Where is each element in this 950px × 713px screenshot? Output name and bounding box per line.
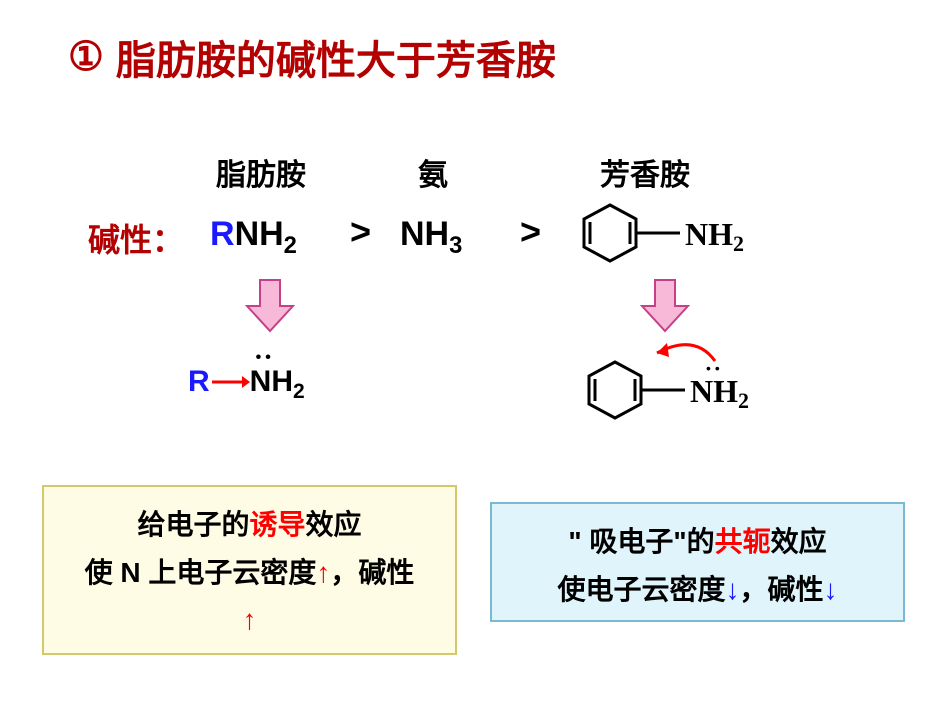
inductive-effect-box: 给电子的诱导效应 使 N 上电子云密度↑，碱性 ↑ xyxy=(42,485,457,655)
rnh2-NH: NH xyxy=(235,215,284,253)
label-ammonia: 氨 xyxy=(418,150,448,194)
basicity-comparison: 碱性： RNH2 > NH3 > NH2 xyxy=(0,205,950,275)
nh3-sub: 3 xyxy=(449,232,462,259)
rnh2-formula: RNH2 xyxy=(210,215,297,260)
label-aromatic: 芳香胺 xyxy=(600,150,690,194)
box-left-line2: 使 N 上电子云密度↑，碱性 xyxy=(60,549,439,597)
lone-pair-dots: •• xyxy=(256,349,275,367)
box-right-line1: " 吸电子"的共轭效应 xyxy=(508,518,887,566)
down-arrow-left-icon xyxy=(245,278,295,333)
inductive-arrow-icon xyxy=(210,371,250,393)
benzene-ring-icon xyxy=(584,205,636,261)
title-number: ① xyxy=(68,34,104,80)
eff-aniline-nh2: NH2 xyxy=(690,373,749,413)
conjugation-effect-structure: •• NH2 xyxy=(575,325,805,435)
rnh2-sub: 2 xyxy=(284,232,297,259)
gt1: > xyxy=(350,211,371,253)
conjugation-effect-box: " 吸电子"的共轭效应 使电子云密度↓，碱性↓ xyxy=(490,502,905,622)
rnh2-R: R xyxy=(210,215,235,253)
title-text: 脂肪胺的碱性大于芳香胺 xyxy=(116,28,556,86)
gt2: > xyxy=(520,211,541,253)
nh3-NH: NH xyxy=(400,215,449,253)
eff-NH2: ••NH2 xyxy=(250,365,305,398)
nh3-formula: NH3 xyxy=(400,215,462,260)
aniline-nh2: NH2 xyxy=(685,216,744,256)
basicity-label: 碱性： xyxy=(88,215,184,261)
inductive-effect-formula: R ••NH2 xyxy=(188,365,305,404)
eff-R: R xyxy=(188,365,210,398)
box-right-line2: 使电子云密度↓，碱性↓ xyxy=(508,566,887,614)
benzene-ring-icon xyxy=(589,362,641,418)
box-left-line3: ↑ xyxy=(60,596,439,644)
box-left-line1: 给电子的诱导效应 xyxy=(60,501,439,549)
effect-illustrations: R ••NH2 •• NH2 xyxy=(0,345,950,465)
label-aliphatic: 脂肪胺 xyxy=(216,150,306,194)
aniline-structure: NH2 xyxy=(570,193,800,273)
title-row: ① 脂肪胺的碱性大于芳香胺 xyxy=(68,28,556,86)
conjugation-arrowhead-icon xyxy=(657,343,669,357)
